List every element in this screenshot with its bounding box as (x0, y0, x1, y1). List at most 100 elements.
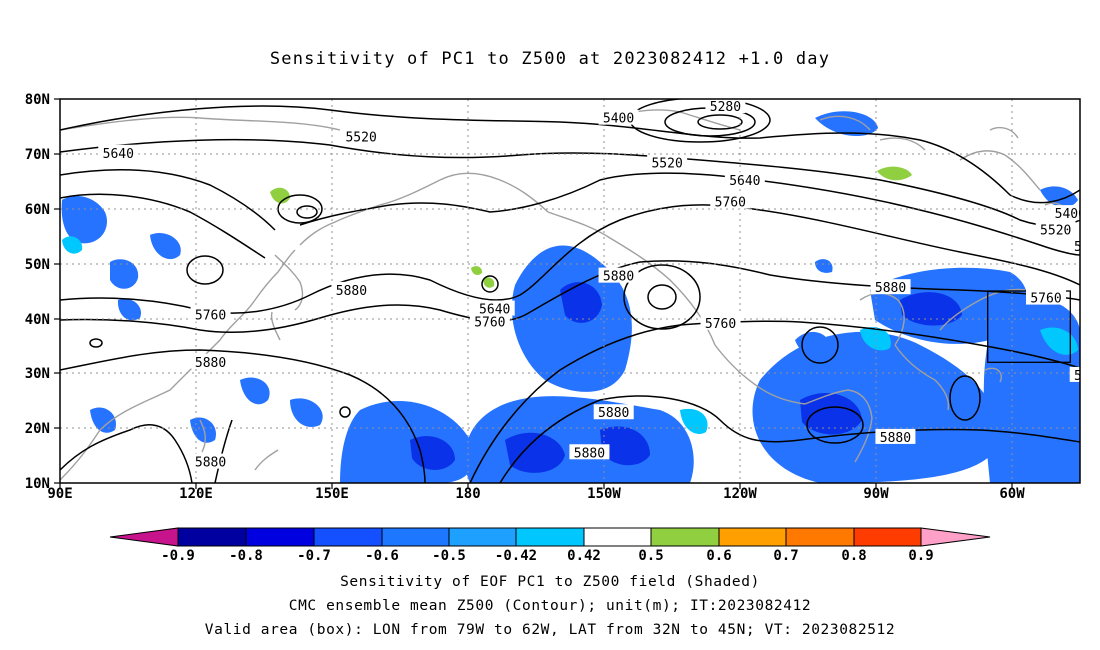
map-frame (59, 98, 1081, 484)
contour-label-background (870, 279, 911, 295)
contour-label: 5760 (715, 196, 746, 211)
colorbar-swatch (718, 527, 787, 547)
colorbar-label: -0.5 (432, 548, 466, 564)
contour-label-background (569, 444, 610, 460)
contour-label: 5640 (729, 174, 760, 189)
colorbar-label: -0.9 (161, 548, 195, 564)
colorbar-label: -0.8 (229, 548, 263, 564)
lon-label: 90E (47, 486, 72, 502)
lon-label: 180 (455, 486, 480, 502)
map-title: Sensitivity of PC1 to Z500 at 2023082412… (269, 49, 831, 69)
contour-label: 5280 (710, 100, 741, 115)
contour-label-background (1069, 366, 1080, 382)
lat-label: 40N (25, 312, 50, 328)
colorbar-label: 0.7 (773, 548, 798, 564)
latitude-labels: 80N 70N 60N 50N 40N 30N 20N 10N (25, 92, 50, 492)
contour-label-background (1050, 205, 1080, 221)
lat-label: 70N (25, 147, 50, 163)
longitude-labels: 90E 120E 150E 180 150W 120W 90W 60W (47, 486, 1025, 502)
contour-label: 5520 (1040, 224, 1071, 239)
contour-label: 5760 (705, 317, 736, 332)
colorbar-swatch (177, 527, 247, 547)
contour-label-background (1069, 238, 1080, 254)
contour-label: 5880 (195, 456, 226, 471)
contour-label: 5880 (598, 406, 629, 421)
colorbar-swatch (650, 527, 720, 547)
contour-label-background (710, 193, 751, 209)
contour-label-background (190, 453, 231, 469)
contour-label: 5880 (336, 284, 367, 299)
colorbar-labels: -0.9 -0.8 -0.7 -0.6 -0.5 -0.42 0.42 0.5 … (161, 548, 934, 564)
contour-label-background (331, 281, 372, 297)
contour-label-background (598, 109, 639, 125)
lon-label: 60W (999, 486, 1025, 502)
colorbar-label: -0.42 (495, 548, 537, 564)
colorbar-swatch (381, 527, 450, 547)
colorbar-swatch (245, 527, 315, 547)
lat-label: 30N (25, 366, 50, 382)
colorbar-swatch (853, 527, 922, 547)
contour-label-background (593, 404, 634, 420)
colorbar: -0.9 -0.8 -0.7 -0.6 -0.5 -0.42 0.42 0.5 … (109, 527, 991, 564)
colorbar-label: -0.7 (297, 548, 331, 564)
lat-label: 20N (25, 421, 50, 437)
colorbar-label: 0.8 (841, 548, 866, 564)
colorbar-swatch (313, 527, 383, 547)
contour-label: 5880 (574, 446, 605, 461)
contour-label: 5880 (1074, 369, 1100, 384)
colorbar-swatch (583, 527, 652, 547)
colorbar-label: 0.6 (706, 548, 731, 564)
contour-label: 5760 (195, 309, 226, 324)
contour-labels: 5280540055205640552056405760540055205640… (98, 99, 1100, 471)
lon-label: 90W (863, 486, 889, 502)
caption-line-3: Valid area (box): LON from 79W to 62W, L… (204, 622, 896, 638)
colorbar-high-end (920, 527, 991, 547)
colorbar-swatch (515, 527, 585, 547)
strong-negative-sensitivity-shading (410, 282, 962, 473)
contour-label: 5880 (603, 270, 634, 285)
contour-label-background (469, 313, 510, 329)
lat-label: 10N (25, 476, 50, 492)
colorbar-label: -0.6 (365, 548, 399, 564)
colorbar-swatch (448, 527, 517, 547)
contour-label-background (598, 267, 639, 283)
colorbar-swatch (785, 527, 855, 547)
contour-label-background (190, 353, 231, 369)
caption-line-2: CMC ensemble mean Z500 (Contour); unit(m… (288, 598, 812, 614)
contour-label-background (705, 99, 746, 114)
contour-label: 5640 (103, 147, 134, 162)
contour-label: 5520 (345, 130, 376, 145)
lat-label: 60N (25, 202, 50, 218)
contour-label: 5400 (1055, 207, 1086, 222)
lat-label: 80N (25, 92, 50, 108)
contour-label-background (474, 300, 515, 316)
caption-line-1: Sensitivity of EOF PC1 to Z500 field (Sh… (340, 574, 760, 590)
contour-label: 5760 (1030, 292, 1061, 307)
weak-negative-sensitivity-shading (62, 236, 1078, 434)
colorbar-label: 0.9 (908, 548, 933, 564)
contour-label: 5400 (603, 112, 634, 127)
lon-label: 150E (315, 486, 349, 502)
contour-label-background (647, 154, 688, 170)
colorbar-label: 0.42 (567, 548, 601, 564)
contour-label-background (98, 144, 139, 160)
contour-label: 5640 (1074, 240, 1100, 255)
contour-label-background (700, 314, 741, 330)
contour-label: 5880 (195, 356, 226, 371)
contour-label: 5760 (474, 316, 505, 331)
lat-label: 50N (25, 257, 50, 273)
lon-label: 150W (587, 486, 621, 502)
contour-label-background (875, 428, 916, 444)
lon-label: 120W (723, 486, 757, 502)
contour-label-background (341, 128, 382, 144)
colorbar-label: 0.5 (638, 548, 663, 564)
colorbar-low-end (109, 527, 179, 547)
lon-label: 120E (179, 486, 213, 502)
contour-label: 5520 (651, 157, 682, 172)
contour-label: 5880 (875, 281, 906, 296)
axis-ticks (54, 98, 1013, 489)
contour-label-background (1026, 289, 1066, 305)
contour-label-background (1035, 221, 1076, 237)
contour-label-background (724, 172, 765, 188)
